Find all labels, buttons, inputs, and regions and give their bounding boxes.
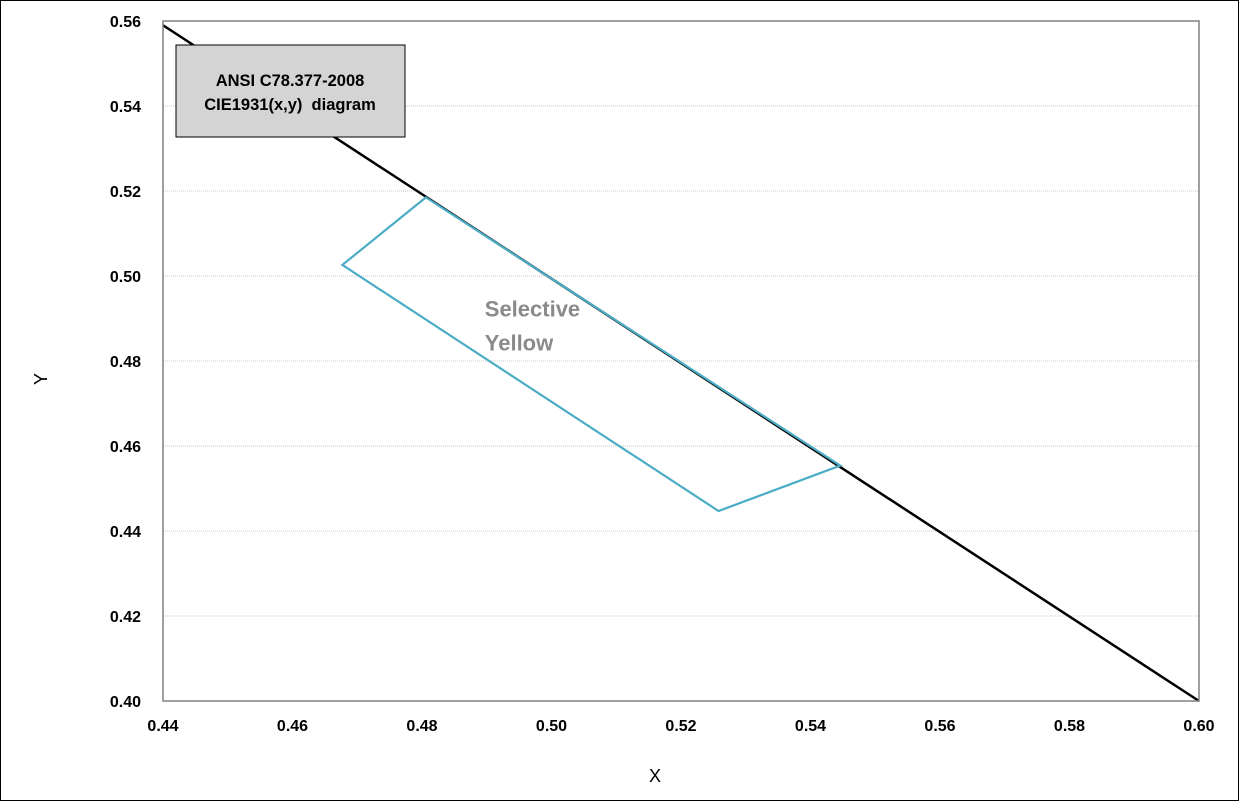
x-tick-label: 0.56 [924,718,955,735]
x-tick-label: 0.54 [795,718,826,735]
y-tick-label: 0.56 [110,14,141,31]
region-label: Selective Yellow [485,297,580,356]
y-tick-label: 0.40 [110,694,141,711]
annotation-box: ANSI C78.377-2008 CIE1931(x,y) diagram [175,44,406,138]
selective-yellow-region [340,196,843,513]
x-tick-label: 0.52 [665,718,696,735]
y-tick-label: 0.42 [110,609,141,626]
x-tick-label: 0.48 [406,718,437,735]
y-tick-labels: 0.56 0.54 0.52 0.50 0.48 0.46 0.44 0.42 0.40 [110,14,141,711]
region-label-line: Selective [485,297,580,322]
y-tick-label: 0.44 [110,524,141,541]
y-tick-label: 0.46 [110,439,141,456]
x-tick-label: 0.58 [1054,718,1085,735]
x-tick-label: 0.46 [277,718,308,735]
y-tick-label: 0.52 [110,184,141,201]
x-tick-labels: 0.44 0.46 0.48 0.50 0.52 0.54 0.56 0.58 0.60 [147,718,1214,735]
y-tick-label: 0.54 [110,99,141,116]
y-axis-title: Y [31,373,51,385]
x-tick-label: 0.60 [1183,718,1214,735]
x-tick-label: 0.50 [536,718,567,735]
gridlines [163,105,1199,617]
plot-area [162,20,1200,702]
annotation-line-1: ANSI C78.377-2008 [216,72,365,90]
y-tick-label: 0.48 [110,354,141,371]
series-layer: Selective Yellow [162,24,1200,703]
x-tick-label: 0.44 [147,718,178,735]
y-tick-label: 0.50 [110,269,141,286]
region-label-line: Yellow [485,331,554,356]
x-axis-title: X [649,766,661,786]
annotation-line-2: CIE1931(x,y) diagram [204,96,376,114]
